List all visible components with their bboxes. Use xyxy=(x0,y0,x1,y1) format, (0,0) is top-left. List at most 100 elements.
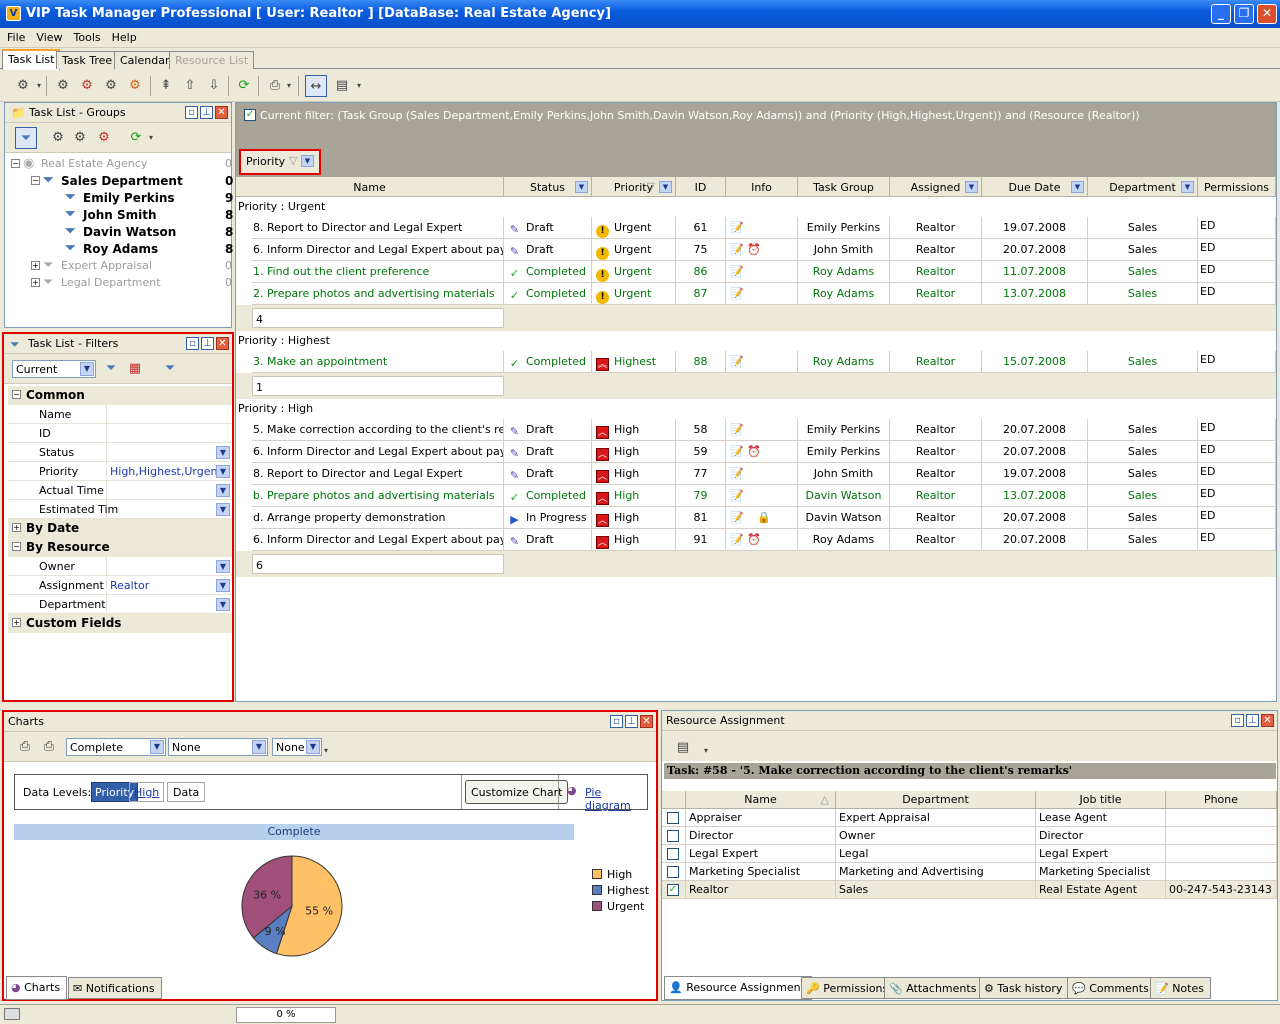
table-row[interactable]: 8. Report to Director and Legal Expert ✎… xyxy=(236,217,1276,239)
filter-preset-select[interactable]: Current ▼ xyxy=(12,360,96,378)
task-name[interactable]: 6. Inform Director and Legal Expert abou… xyxy=(252,441,504,463)
tree-item[interactable]: ⏷ Emily Perkins 9 xyxy=(5,189,233,206)
window-icon[interactable]: ▫ xyxy=(1231,714,1244,727)
tree-item[interactable]: + ⏷ Legal Department 0 xyxy=(5,274,232,291)
column-header[interactable]: ID xyxy=(676,177,726,197)
chart-third-select[interactable]: None ▼ xyxy=(272,738,322,756)
chevron-down-icon[interactable]: ▼ xyxy=(216,560,230,573)
column-header[interactable]: Name xyxy=(236,177,504,197)
pin-icon[interactable]: ⊥ xyxy=(200,106,213,119)
chevron-down-icon[interactable]: ▼ xyxy=(216,446,230,459)
edit-task-icon[interactable]: ⚙ xyxy=(105,78,117,93)
pin-icon[interactable]: ⊥ xyxy=(1246,714,1259,727)
assign-checkbox[interactable]: ✓ xyxy=(667,884,679,896)
chevron-down-icon[interactable]: ▼ xyxy=(306,740,320,754)
table-row[interactable]: 6. Inform Director and Legal Expert abou… xyxy=(236,529,1276,551)
close-icon[interactable]: ✕ xyxy=(1261,714,1274,727)
maximize-button[interactable]: ❐ xyxy=(1234,4,1254,24)
columns-icon[interactable]: ▤ xyxy=(335,78,349,93)
chevron-down-icon[interactable]: ▾ xyxy=(703,746,708,755)
chevron-down-icon[interactable]: ▼ xyxy=(216,484,230,497)
window-icon[interactable]: ▫ xyxy=(610,715,623,728)
column-header[interactable]: Department ▼ xyxy=(1088,177,1198,197)
fit-columns-icon[interactable]: ↔ xyxy=(305,75,327,97)
table-row[interactable]: 6. Inform Director and Legal Expert abou… xyxy=(236,239,1276,261)
tab-resource-3[interactable]: ⚙ Task history xyxy=(979,977,1070,999)
filter-property[interactable]: Department ▼ xyxy=(8,595,232,614)
edit-group-icon[interactable]: ⚙ xyxy=(74,130,86,145)
expand-toggle-icon[interactable]: − xyxy=(12,542,21,551)
chevron-down-icon[interactable]: ▼ xyxy=(659,181,672,193)
resource-row[interactable]: Marketing Specialist Marketing and Adver… xyxy=(662,863,1277,881)
chevron-down-icon[interactable]: ▾ xyxy=(36,81,41,90)
customize-chart-button[interactable]: Customize Chart xyxy=(465,780,569,804)
tab-resource-4[interactable]: 💬 Comments xyxy=(1067,977,1156,999)
chevron-down-icon[interactable]: ▼ xyxy=(80,362,94,376)
table-row[interactable]: 3. Make an appointment ✓ Completed ︽ Highe… xyxy=(236,351,1276,373)
tree-item[interactable]: − ◉ Real Estate Agency 0 xyxy=(5,155,232,172)
filter-property-value[interactable]: Realtor xyxy=(110,579,150,592)
tab-task-tree[interactable]: Task Tree xyxy=(56,51,119,69)
filter-property[interactable]: Actual Time ▼ xyxy=(8,481,232,500)
tree-item[interactable]: + ⏷ Expert Appraisal 0 xyxy=(5,257,232,274)
print-icon[interactable]: ⎙ xyxy=(19,739,31,754)
table-row[interactable]: 1. Find out the client preference ✓ Compl… xyxy=(236,261,1276,283)
filter-icon[interactable]: ⏷ xyxy=(15,127,37,149)
tab-resource-5[interactable]: 📝 Notes xyxy=(1150,977,1211,999)
filter-category[interactable]: − By Resource xyxy=(8,538,232,557)
task-name[interactable]: 1. Find out the client preference xyxy=(252,261,504,283)
close-icon[interactable]: ✕ xyxy=(216,337,229,350)
expand-toggle-icon[interactable]: + xyxy=(12,523,21,532)
pin-icon[interactable]: ⊥ xyxy=(625,715,638,728)
table-row[interactable]: d. Arrange property demonstration ▶ In Pr… xyxy=(236,507,1276,529)
expand-toggle-icon[interactable]: − xyxy=(31,176,40,185)
tab-resource-1[interactable]: 🔑 Permissions xyxy=(801,977,896,999)
delete-task-icon[interactable]: ⚙ xyxy=(81,78,93,93)
menu-file[interactable]: File xyxy=(7,31,26,44)
chevron-down-icon[interactable]: ▼ xyxy=(1181,181,1194,193)
close-button[interactable]: ✕ xyxy=(1257,4,1277,24)
chevron-down-icon[interactable]: ▼ xyxy=(575,181,588,193)
table-row[interactable]: b. Prepare photos and advertising materi… xyxy=(236,485,1276,507)
title-bar[interactable]: V VIP Task Manager Professional [ User: … xyxy=(0,0,1280,28)
resource-row[interactable]: Director Owner Director xyxy=(662,827,1277,845)
chevron-down-icon[interactable]: ▼ xyxy=(216,598,230,611)
tab-task-list[interactable]: Task List xyxy=(2,49,61,70)
apply-filter-icon[interactable]: ⏷ xyxy=(105,361,117,376)
task-name[interactable]: 6. Inform Director and Legal Expert abou… xyxy=(252,239,504,261)
column-header[interactable]: Permissions xyxy=(1198,177,1276,197)
table-row[interactable]: 2. Prepare photos and advertising materi… xyxy=(236,283,1276,305)
columns-icon[interactable]: ▤ xyxy=(676,740,690,755)
refresh-icon[interactable]: ⟳ xyxy=(130,130,142,145)
table-row[interactable]: 5. Make correction according to the clie… xyxy=(236,419,1276,441)
move-top-icon[interactable]: ⇞ xyxy=(160,78,172,93)
task-name[interactable]: 5. Make correction according to the clie… xyxy=(252,419,504,441)
column-header[interactable]: Due Date ▼ xyxy=(982,177,1088,197)
group-row[interactable]: Priority : Highest xyxy=(236,331,1276,351)
filter-property[interactable]: Priority High,Highest,Urgent ▼ xyxy=(8,462,232,481)
chevron-down-icon[interactable]: ▼ xyxy=(150,740,164,754)
task-name[interactable]: d. Arrange property demonstration xyxy=(252,507,504,529)
new-task-icon[interactable]: ⚙ xyxy=(17,78,29,93)
add-task-icon[interactable]: ⚙ xyxy=(57,78,69,93)
task-name[interactable]: 6. Inform Director and Legal Expert abou… xyxy=(252,529,504,551)
chevron-down-icon[interactable]: ▼ xyxy=(216,503,230,516)
pie-slice-urgent[interactable] xyxy=(241,855,293,939)
save-filter-icon[interactable]: ▦ xyxy=(128,361,142,376)
filter-enabled-checkbox[interactable]: ✓ xyxy=(244,109,256,121)
assign-checkbox[interactable] xyxy=(667,848,679,860)
menu-tools[interactable]: Tools xyxy=(73,31,101,44)
tree-item[interactable]: ⏷ Davin Watson 8 xyxy=(5,223,233,240)
refresh-icon[interactable]: ⟳ xyxy=(238,78,250,93)
resource-row[interactable]: ✓ Realtor Sales Real Estate Agent 00-247… xyxy=(662,881,1277,899)
column-header[interactable]: Info xyxy=(726,177,798,197)
table-row[interactable]: 8. Report to Director and Legal Expert ✎… xyxy=(236,463,1276,485)
resource-column-header[interactable]: Job title xyxy=(1036,791,1166,809)
filter-property[interactable]: Assignment Realtor ▼ xyxy=(8,576,232,595)
group-by-priority-chip[interactable]: Priority ▽ ▼ xyxy=(239,149,321,175)
pie-diagram-link[interactable]: Pie diagram xyxy=(585,786,631,812)
filter-category[interactable]: − Common xyxy=(8,386,232,405)
task-name[interactable]: 8. Report to Director and Legal Expert xyxy=(252,463,504,485)
clear-filter-icon[interactable]: ⏷ xyxy=(164,361,176,376)
assign-checkbox[interactable] xyxy=(667,812,679,824)
